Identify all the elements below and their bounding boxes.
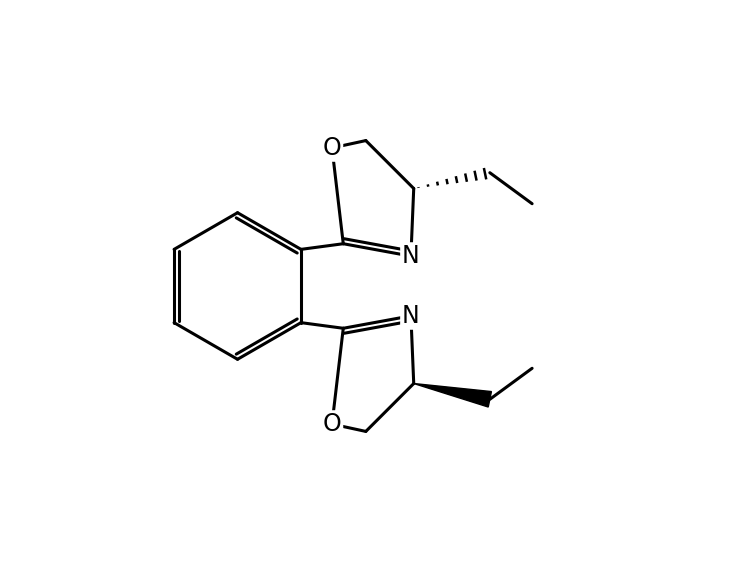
Text: N: N [402,304,420,328]
Text: O: O [323,412,341,436]
Text: N: N [402,244,420,268]
Text: O: O [323,136,341,160]
Polygon shape [414,383,491,407]
